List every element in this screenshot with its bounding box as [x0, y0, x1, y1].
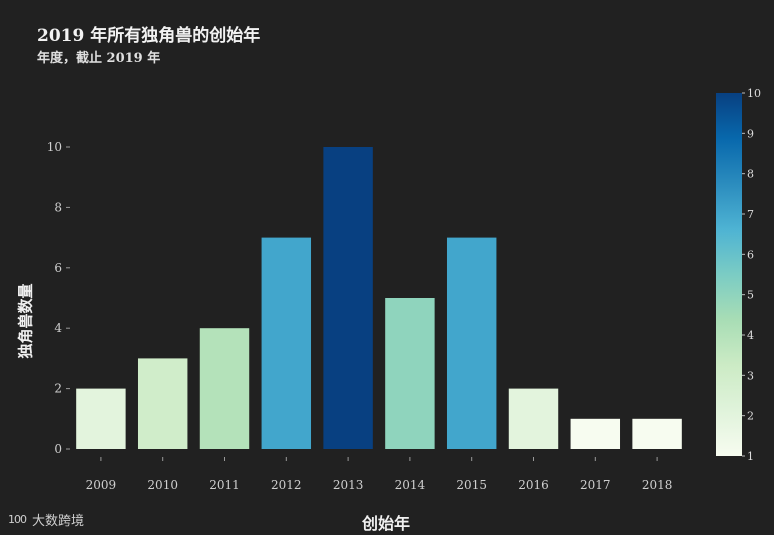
- bar-2009: [76, 388, 126, 449]
- bar-2017: [570, 418, 621, 449]
- x-tick-label: 2017: [580, 478, 611, 492]
- bar-2014: [385, 298, 435, 449]
- bar-2011: [199, 328, 250, 449]
- colorbar-tick-label: 2: [747, 410, 754, 423]
- colorbar-tick-label: 1: [747, 450, 754, 463]
- colorbar-tick-label: 6: [747, 248, 754, 261]
- watermark-logo: 100: [8, 513, 27, 526]
- x-tick-label: 2011: [209, 478, 240, 492]
- colorbar-tick-label: 5: [747, 289, 754, 302]
- y-tick-label: 10: [47, 140, 62, 154]
- chart-title: 2019 年所有独角兽的创始年: [37, 26, 261, 46]
- colorbar: 1 2 3 4 5 6 7 8 9 10: [716, 87, 761, 463]
- bar-2010: [137, 358, 188, 449]
- colorbar-tick-label: 3: [747, 369, 754, 382]
- bar-2013: [323, 147, 373, 449]
- colorbar-tick-label: 8: [747, 168, 754, 181]
- y-axis: 0 2 4 6 8 10: [47, 140, 70, 456]
- colorbar-tick-label: 9: [747, 127, 754, 140]
- x-tick-label: 2014: [395, 478, 426, 492]
- bar-2012: [261, 237, 312, 449]
- bars: [76, 147, 682, 449]
- x-tick-label: 2010: [147, 478, 178, 492]
- colorbar-tick-label: 10: [747, 87, 761, 100]
- watermark-text: 大数跨境: [32, 514, 85, 529]
- x-tick-label: 2009: [86, 478, 117, 492]
- y-tick-label: 4: [54, 321, 62, 335]
- x-tick-label: 2012: [271, 478, 302, 492]
- x-axis: 2009 2010 2011 2012 2013 2014 2015 2016 2017 2018: [86, 457, 673, 492]
- y-tick-label: 8: [54, 200, 62, 214]
- y-axis-label: 独角兽数量: [16, 283, 35, 359]
- y-tick-label: 2: [54, 382, 62, 396]
- x-tick-label: 2013: [333, 478, 364, 492]
- bar-2016: [508, 388, 559, 449]
- chart-subtitle: 年度，截止 2019 年: [37, 51, 161, 66]
- y-tick-label: 6: [54, 261, 62, 275]
- colorbar-tick-label: 4: [747, 329, 754, 342]
- x-axis-label: 创始年: [361, 514, 411, 533]
- watermark: 100 大数跨境: [8, 510, 84, 529]
- x-tick-label: 2015: [456, 478, 487, 492]
- bar-2018: [632, 418, 682, 449]
- colorbar-tick-label: 7: [747, 208, 754, 221]
- y-tick-label: 0: [54, 442, 62, 456]
- x-tick-label: 2016: [518, 478, 549, 492]
- x-tick-label: 2018: [642, 478, 673, 492]
- bar-2015: [446, 237, 497, 449]
- colorbar-gradient: [716, 93, 742, 456]
